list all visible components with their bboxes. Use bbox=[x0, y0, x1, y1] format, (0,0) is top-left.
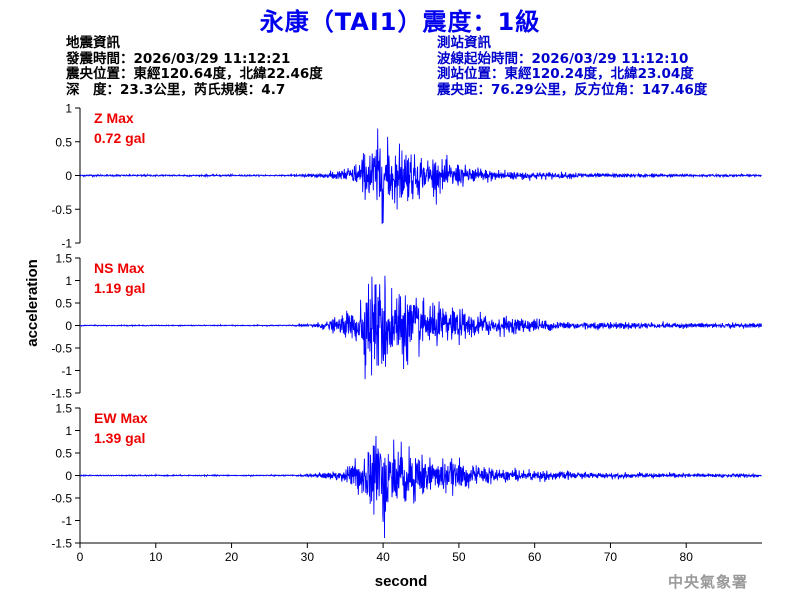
x-tick-label: 80 bbox=[680, 550, 694, 564]
max-series-label: NS Max bbox=[94, 260, 145, 276]
seismic-trace-line bbox=[79, 435, 762, 539]
y-tick-label: -1.5 bbox=[51, 387, 72, 401]
y-tick-label: 0.5 bbox=[55, 447, 72, 461]
origin-time: 發震時間：2026/03/29 11:12:21 bbox=[66, 50, 291, 67]
y-tick-label: 1 bbox=[65, 424, 72, 438]
epicenter-location: 震央位置：東經120.64度，北緯22.46度 bbox=[66, 66, 323, 82]
agency-watermark: 中央氣象署 bbox=[667, 573, 748, 591]
epicentral-distance: 震央距：76.29公里，反方位角：147.46度 bbox=[437, 81, 708, 98]
station-info-heading: 測站資訊 bbox=[437, 35, 491, 51]
y-tick-label: 1 bbox=[65, 102, 72, 116]
event-info-block: 地震資訊 發震時間：2026/03/29 11:12:21 震央位置：東經120… bbox=[66, 35, 323, 98]
max-value-label: 1.39 gal bbox=[94, 430, 145, 446]
station-location: 測站位置：東經120.24度，北緯23.04度 bbox=[437, 66, 694, 82]
page-title: 永康（TAI1）震度：1級 bbox=[259, 8, 541, 36]
y-tick-label: 1.5 bbox=[55, 402, 72, 416]
y-tick-label: 0.5 bbox=[55, 135, 72, 149]
max-series-label: EW Max bbox=[94, 410, 148, 426]
x-tick-label: 30 bbox=[301, 550, 315, 564]
x-tick-label: 0 bbox=[77, 550, 84, 564]
y-axis-title: acceleration bbox=[24, 259, 41, 347]
y-tick-label: 0.5 bbox=[55, 297, 72, 311]
x-tick-label: 60 bbox=[528, 550, 542, 564]
event-info-heading: 地震資訊 bbox=[66, 35, 120, 51]
seismic-trace-line bbox=[79, 128, 762, 225]
y-tick-label: 1.5 bbox=[55, 252, 72, 266]
y-tick-label: 0 bbox=[65, 319, 72, 333]
max-value-label: 0.72 gal bbox=[94, 130, 145, 146]
max-value-label: 1.19 gal bbox=[94, 280, 145, 296]
y-tick-label: -1 bbox=[61, 364, 72, 378]
station-info-block: 測站資訊 波線起始時間：2026/03/29 11:12:10 測站位置：東經1… bbox=[437, 35, 708, 98]
seismic-trace-line bbox=[79, 275, 763, 380]
max-series-label: Z Max bbox=[94, 110, 134, 126]
y-tick-label: -1.5 bbox=[51, 537, 72, 551]
x-tick-label: 70 bbox=[604, 550, 618, 564]
x-tick-label: 10 bbox=[149, 550, 163, 564]
x-tick-label: 20 bbox=[225, 550, 239, 564]
y-tick-label: 0 bbox=[65, 469, 72, 483]
x-axis-title: second bbox=[375, 573, 428, 590]
y-tick-label: -0.5 bbox=[51, 203, 72, 217]
y-tick-label: 1 bbox=[65, 274, 72, 288]
y-tick-label: 0 bbox=[65, 169, 72, 183]
y-tick-label: -1 bbox=[61, 514, 72, 528]
y-tick-label: -0.5 bbox=[51, 342, 72, 356]
x-tick-label: 50 bbox=[452, 550, 466, 564]
y-tick-label: -1 bbox=[61, 237, 72, 251]
depth-magnitude: 深 度：23.3公里，芮氏規模：4.7 bbox=[66, 81, 286, 98]
y-tick-label: -0.5 bbox=[51, 492, 72, 506]
wave-start-time: 波線起始時間：2026/03/29 11:12:10 bbox=[437, 50, 689, 67]
x-tick-label: 40 bbox=[376, 550, 390, 564]
